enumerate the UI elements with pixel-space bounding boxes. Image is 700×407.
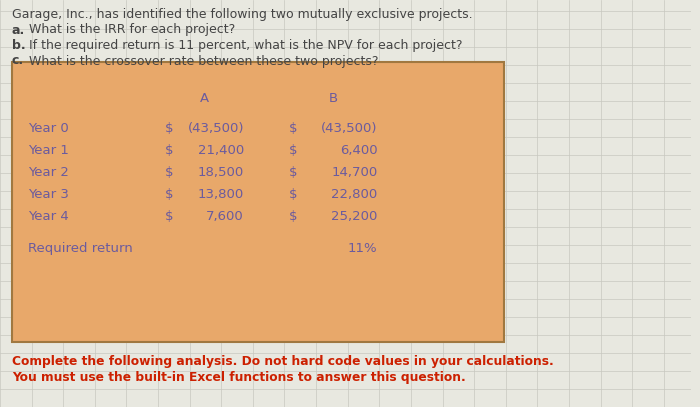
Text: What is the IRR for each project?: What is the IRR for each project? (25, 24, 235, 37)
Text: $: $ (165, 166, 174, 179)
Text: What is the crossover rate between these two projects?: What is the crossover rate between these… (25, 55, 378, 68)
Text: $: $ (288, 188, 297, 201)
Text: Year 0: Year 0 (28, 122, 69, 135)
Text: B: B (328, 92, 337, 105)
Text: Complete the following analysis. Do not hard code values in your calculations.: Complete the following analysis. Do not … (12, 355, 554, 368)
Text: 11%: 11% (348, 242, 377, 255)
Text: $: $ (165, 210, 174, 223)
Text: $: $ (165, 188, 174, 201)
Text: $: $ (288, 144, 297, 157)
Text: $: $ (288, 122, 297, 135)
Text: 13,800: 13,800 (197, 188, 244, 201)
Text: If the required return is 11 percent, what is the NPV for each project?: If the required return is 11 percent, wh… (25, 39, 462, 52)
Text: $: $ (165, 144, 174, 157)
Text: Year 2: Year 2 (28, 166, 69, 179)
FancyBboxPatch shape (12, 62, 504, 342)
Text: 21,400: 21,400 (197, 144, 244, 157)
Text: (43,500): (43,500) (188, 122, 244, 135)
Text: $: $ (165, 122, 174, 135)
Text: 22,800: 22,800 (331, 188, 377, 201)
Text: Required return: Required return (28, 242, 132, 255)
Text: $: $ (288, 166, 297, 179)
Text: Year 1: Year 1 (28, 144, 69, 157)
Text: Year 3: Year 3 (28, 188, 69, 201)
Text: A: A (200, 92, 209, 105)
Text: 14,700: 14,700 (331, 166, 377, 179)
Text: c.: c. (12, 55, 24, 68)
Text: You must use the built-in Excel functions to answer this question.: You must use the built-in Excel function… (12, 371, 466, 384)
Text: 25,200: 25,200 (331, 210, 377, 223)
Text: 6,400: 6,400 (340, 144, 377, 157)
Text: 7,600: 7,600 (206, 210, 244, 223)
Text: a.: a. (12, 24, 25, 37)
Text: Year 4: Year 4 (28, 210, 69, 223)
Text: Garage, Inc., has identified the following two mutually exclusive projects.: Garage, Inc., has identified the followi… (12, 8, 472, 21)
Text: 18,500: 18,500 (197, 166, 244, 179)
Text: b.: b. (12, 39, 25, 52)
Text: (43,500): (43,500) (321, 122, 377, 135)
Text: $: $ (288, 210, 297, 223)
